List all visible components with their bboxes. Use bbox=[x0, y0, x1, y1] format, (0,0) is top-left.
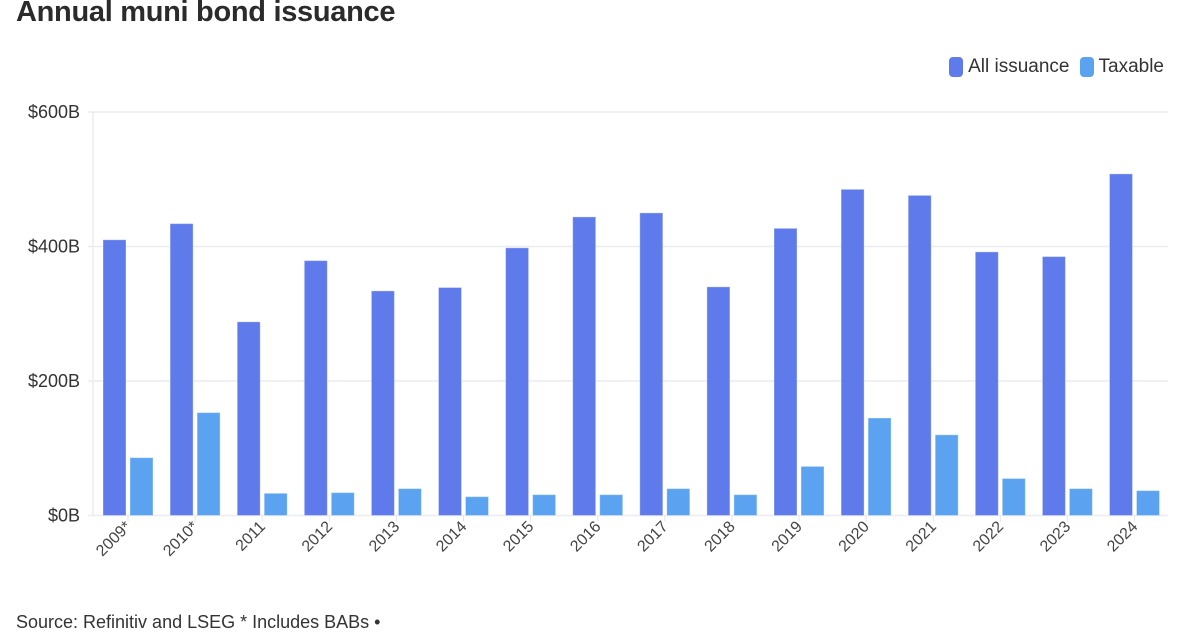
bar-all-issuance[interactable] bbox=[706, 286, 731, 516]
x-tick-label: 2012 bbox=[299, 518, 336, 555]
bar-all-issuance[interactable] bbox=[505, 247, 530, 516]
y-axis: $0B $200B $400B $600B bbox=[28, 102, 80, 526]
x-tick-label: 2011 bbox=[233, 518, 269, 554]
y-tick-label: $400B bbox=[28, 237, 80, 257]
legend-item-taxable[interactable]: Taxable bbox=[1079, 56, 1165, 78]
x-tick-label: 2017 bbox=[634, 518, 671, 555]
x-tick-label: 2018 bbox=[702, 518, 739, 555]
y-tick-label: $200B bbox=[28, 371, 80, 391]
x-tick-label: 2015 bbox=[500, 518, 537, 555]
bar-taxable[interactable] bbox=[867, 417, 892, 516]
legend-item-all-issuance[interactable]: All issuance bbox=[949, 56, 1070, 78]
bar-all-issuance[interactable] bbox=[236, 321, 261, 516]
chart-legend: All issuance Taxable bbox=[949, 56, 1164, 78]
bar-taxable[interactable] bbox=[397, 488, 422, 517]
bar-taxable[interactable] bbox=[599, 494, 624, 516]
legend-swatch-all-issuance bbox=[949, 57, 964, 77]
bar-taxable[interactable] bbox=[465, 496, 489, 517]
bar-taxable[interactable] bbox=[196, 412, 221, 517]
bar-taxable[interactable] bbox=[1068, 488, 1093, 517]
bar-taxable[interactable] bbox=[1001, 478, 1026, 517]
legend-label-all-issuance: All issuance bbox=[968, 56, 1070, 77]
source-note: Source: Refinitiv and LSEG * Includes BA… bbox=[16, 612, 381, 632]
legend-swatch-taxable bbox=[1079, 57, 1094, 77]
bar-taxable[interactable] bbox=[1136, 490, 1160, 516]
bar-all-issuance[interactable] bbox=[303, 260, 328, 516]
bar-all-issuance[interactable] bbox=[438, 287, 462, 516]
x-tick-label: 2021 bbox=[903, 518, 940, 555]
chart-title: Annual muni bond issuance bbox=[16, 0, 396, 28]
bar-taxable[interactable] bbox=[934, 434, 959, 516]
bar-all-issuance[interactable] bbox=[639, 212, 664, 516]
y-tick-label: $0B bbox=[48, 506, 80, 526]
bar-taxable[interactable] bbox=[733, 494, 758, 516]
bar-all-issuance[interactable] bbox=[572, 216, 597, 516]
bar-all-issuance[interactable] bbox=[974, 251, 999, 516]
x-tick-label: 2023 bbox=[1037, 518, 1074, 555]
bar-taxable[interactable] bbox=[532, 494, 557, 516]
bar-taxable[interactable] bbox=[330, 492, 355, 517]
bars bbox=[102, 173, 1160, 517]
bar-all-issuance[interactable] bbox=[840, 188, 865, 516]
bar-taxable[interactable] bbox=[666, 488, 691, 517]
x-axis: 2009* 2010* 2011 2012 2013 2014 2015 2016 2017 20… bbox=[93, 515, 1141, 560]
x-tick-label: 2009* bbox=[93, 518, 135, 560]
x-tick-label: 2024 bbox=[1104, 518, 1141, 555]
bar-taxable[interactable] bbox=[129, 457, 154, 517]
x-tick-label: 2010* bbox=[160, 518, 202, 560]
y-tick-label: $600B bbox=[28, 102, 80, 122]
x-tick-label: 2016 bbox=[567, 518, 604, 555]
x-tick-label: 2014 bbox=[433, 518, 470, 555]
legend-label-taxable: Taxable bbox=[1098, 56, 1165, 77]
bar-all-issuance[interactable] bbox=[907, 194, 932, 516]
x-tick-label: 2020 bbox=[836, 518, 873, 555]
bar-all-issuance[interactable] bbox=[102, 239, 127, 516]
x-tick-label: 2019 bbox=[769, 518, 806, 555]
bar-taxable[interactable] bbox=[800, 465, 825, 516]
bar-all-issuance[interactable] bbox=[1109, 173, 1133, 516]
x-tick-label: 2013 bbox=[366, 518, 403, 555]
bar-all-issuance[interactable] bbox=[773, 227, 798, 516]
bar-all-issuance[interactable] bbox=[1041, 256, 1066, 516]
bar-all-issuance[interactable] bbox=[370, 290, 395, 517]
x-tick-label: 2022 bbox=[970, 518, 1007, 555]
bar-taxable[interactable] bbox=[263, 492, 288, 516]
bar-all-issuance[interactable] bbox=[169, 223, 194, 516]
